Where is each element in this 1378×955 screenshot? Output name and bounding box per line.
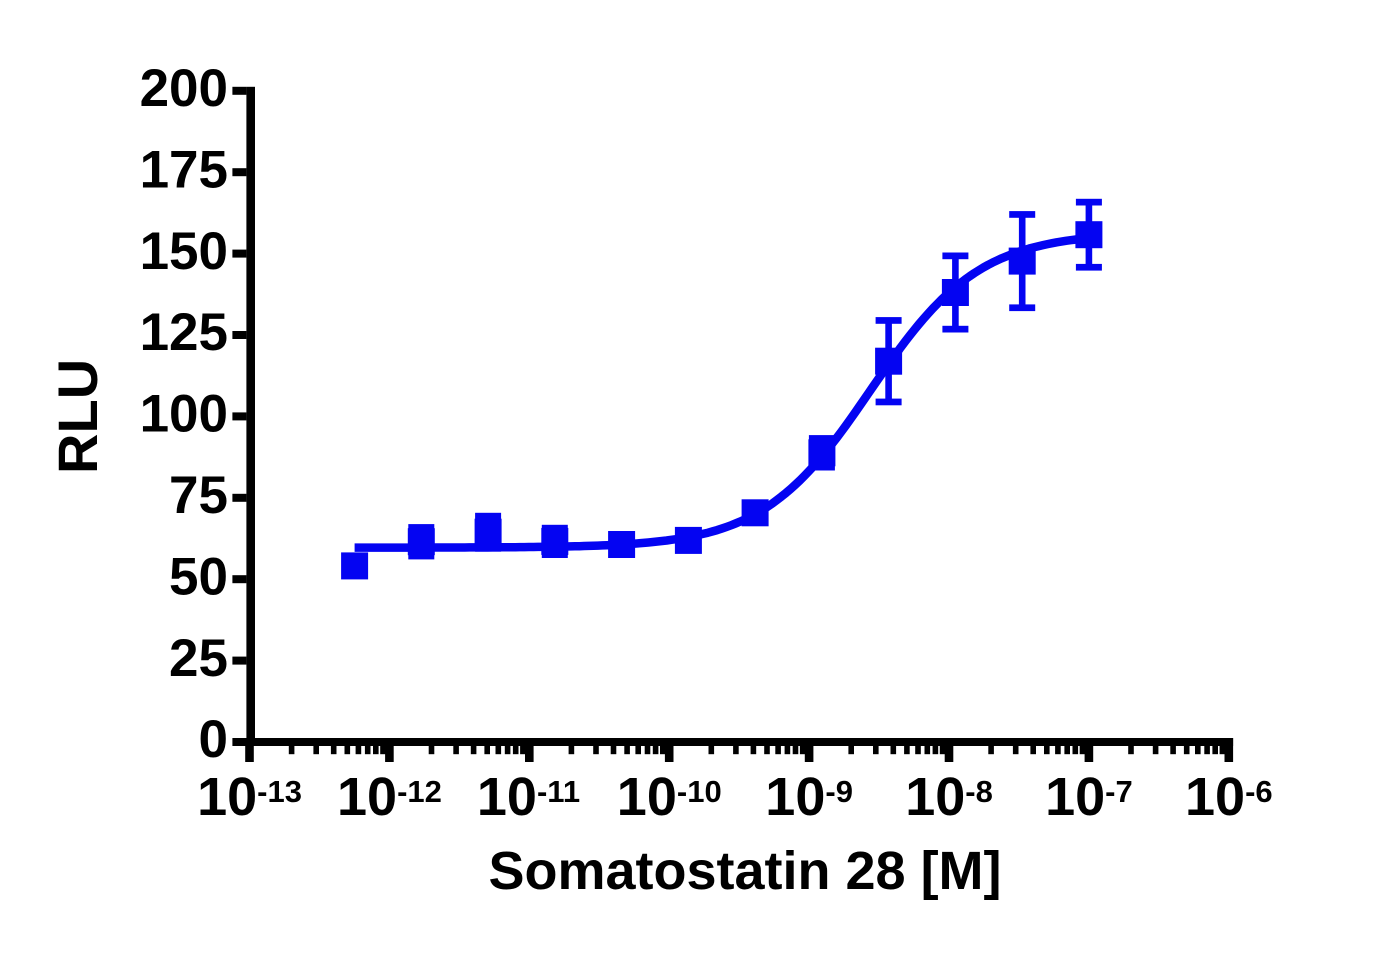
svg-text:RLU: RLU: [46, 359, 109, 474]
svg-text:75: 75: [169, 466, 228, 525]
svg-text:200: 200: [140, 59, 228, 118]
svg-text:Somatostatin 28 [M]: Somatostatin 28 [M]: [488, 841, 1001, 901]
svg-text:150: 150: [140, 222, 228, 281]
svg-text:50: 50: [169, 547, 228, 606]
svg-text:125: 125: [140, 303, 228, 362]
svg-text:25: 25: [169, 629, 228, 688]
svg-text:100: 100: [140, 385, 228, 444]
svg-text:175: 175: [140, 140, 228, 199]
svg-text:0: 0: [199, 710, 228, 769]
